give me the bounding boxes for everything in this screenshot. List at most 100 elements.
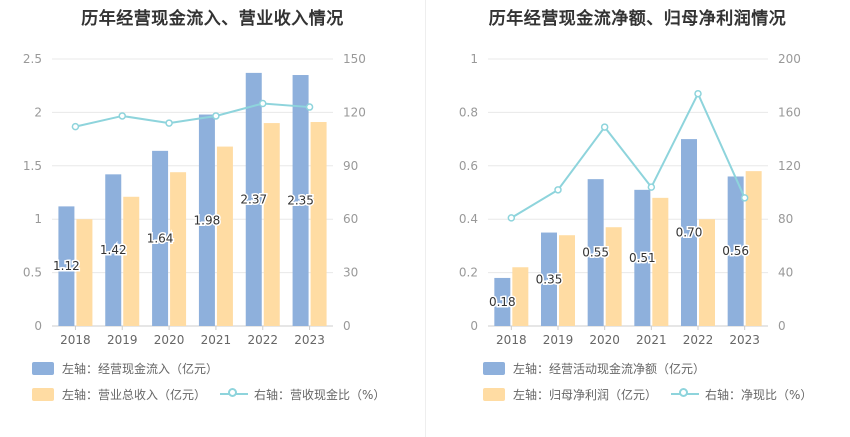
bar-0-primary [292, 75, 309, 327]
y-left-tick-label: 1 [34, 212, 42, 226]
legend-item-net-cash-ratio[interactable]: 右轴：净现比（%） [671, 386, 812, 403]
bar-1-primary [541, 232, 557, 326]
ratio-point [554, 186, 562, 194]
y-right-tick-label: 120 [343, 105, 366, 119]
bar-data-label: 0.51 [629, 251, 656, 265]
y-left-tick-label: 0.6 [459, 159, 478, 173]
bar-1-secondary [745, 171, 762, 326]
x-tick-label: 2019 [543, 333, 574, 347]
legend-item-net-cash-flow[interactable]: 左轴：经营活动现金流净额（亿元） [483, 360, 705, 377]
legend-label: 右轴：净现比（%） [705, 387, 813, 402]
ratio-point [118, 112, 126, 120]
y-right-tick-label: 80 [778, 212, 793, 226]
y-left-tick-label: 0.2 [459, 266, 478, 280]
legend-swatch-bar [483, 361, 505, 375]
x-tick-label: 2020 [154, 333, 185, 347]
bar-1-primary [634, 189, 651, 326]
bar-data-label: 0.35 [536, 272, 563, 286]
y-right-tick-label: 0 [343, 319, 351, 333]
bar-0-primary [245, 72, 262, 326]
ratio-point [647, 183, 656, 191]
bar-data-label: 1.12 [53, 259, 80, 273]
panel-divider [425, 0, 426, 437]
legend-line-marker-icon [671, 387, 700, 401]
bar-1-secondary [605, 227, 622, 326]
bar-0-primary [105, 174, 122, 326]
legend-label: 右轴：营收现金比（%） [254, 387, 386, 402]
x-tick-label: 2022 [247, 333, 278, 347]
ratio-line [75, 102, 310, 128]
legend-label: 左轴：归母净利润（亿元） [513, 387, 658, 402]
ratio-point [507, 214, 516, 222]
ratio-point [600, 123, 609, 131]
chart-legend: 左轴：经营活动现金流净额（亿元） 左轴：归母净利润（亿元） 右轴：净现比（%） [483, 358, 850, 410]
x-tick-label: 2022 [683, 333, 714, 347]
legend-swatch-bar [32, 387, 54, 401]
bar-0-primary [198, 114, 215, 326]
legend-item-revenue[interactable]: 左轴：营业总收入（亿元） [32, 386, 206, 403]
bar-1-secondary [699, 219, 715, 326]
ratio-line [510, 91, 746, 219]
legend-swatch-bar [483, 387, 505, 401]
bar-0-secondary [216, 146, 233, 326]
bar-data-label: 0.18 [489, 295, 516, 309]
bar-data-label: 1.98 [194, 213, 221, 227]
y-left-tick-label: 1.5 [23, 159, 42, 173]
ratio-point [165, 119, 173, 127]
cash-inflow-revenue-chart: 历年经营现金流入、营业收入情况 0 0 0.5 30 1 60 1.5 90 2 120 2.5 15… [23, 9, 386, 403]
y-right-tick-label: 200 [778, 52, 801, 66]
bar-1-primary [727, 176, 744, 326]
bar-data-label: 2.37 [240, 192, 267, 206]
x-tick-label: 2018 [60, 333, 91, 347]
net-cash-profit-plot: 0 0 0.2 40 0.4 80 0.6 120 0.8 160 1 200 2018 2019 2020… [459, 52, 801, 347]
y-right-tick-label: 60 [343, 212, 358, 226]
y-right-tick-label: 150 [343, 52, 366, 66]
legend-label: 左轴：营业总收入（亿元） [62, 387, 207, 402]
legend-item-cash-inflow[interactable]: 左轴：经营现金流入（亿元） [32, 360, 218, 377]
bar-0-secondary [76, 219, 93, 326]
bar-data-label: 0.56 [722, 244, 749, 258]
bar-data-label: 0.55 [582, 246, 609, 260]
bar-1-secondary [512, 267, 529, 326]
bar-data-label: 1.64 [147, 231, 174, 245]
ratio-point [212, 112, 220, 120]
y-right-tick-label: 90 [343, 159, 358, 173]
legend-item-net-profit[interactable]: 左轴：归母净利润（亿元） [483, 386, 657, 403]
net-cash-profit-chart: 历年经营现金流净额、归母净利润情况 0 0 0.2 40 0.4 80 0.6 120 0.8 1… [425, 0, 850, 437]
bar-data-label: 2.35 [287, 194, 314, 208]
legend-line-marker-icon [220, 387, 249, 401]
chart-title: 历年经营现金流净额、归母净利润情况 [488, 9, 787, 29]
y-right-tick-label: 120 [778, 159, 801, 173]
x-tick-label: 2023 [294, 333, 325, 347]
y-left-tick-label: 0 [34, 319, 42, 333]
y-left-tick-label: 2.5 [23, 52, 42, 66]
y-left-tick-label: 1 [470, 52, 478, 66]
ratio-point [259, 99, 267, 108]
ratio-point [305, 103, 314, 111]
x-tick-label: 2018 [496, 333, 527, 347]
y-left-tick-label: 0.5 [23, 266, 42, 280]
bar-data-label: 0.70 [676, 226, 703, 240]
legend-swatch-bar [32, 361, 54, 375]
chart-title: 历年经营现金流入、营业收入情况 [81, 9, 344, 29]
x-tick-label: 2023 [729, 333, 760, 347]
bar-1-secondary [559, 235, 575, 326]
bar-1-primary [494, 277, 511, 326]
x-tick-label: 2019 [107, 333, 138, 347]
y-left-tick-label: 0.4 [459, 212, 478, 226]
legend-label: 左轴：经营现金流入（亿元） [62, 361, 219, 376]
y-right-tick-label: 160 [778, 105, 801, 119]
bar-0-secondary [310, 122, 327, 327]
bar-0-secondary [123, 196, 140, 326]
ratio-point [740, 194, 749, 202]
y-right-tick-label: 40 [778, 266, 793, 280]
cash-inflow-revenue-plot: 0 0 0.5 30 1 60 1.5 90 2 120 2.5 150 2018 2019 2020 202… [23, 52, 366, 347]
bar-1-primary [681, 139, 697, 326]
x-tick-label: 2021 [201, 333, 232, 347]
y-right-tick-label: 30 [343, 266, 358, 280]
bar-0-secondary [263, 123, 280, 326]
bar-data-label: 1.42 [100, 243, 127, 257]
y-right-tick-label: 0 [778, 319, 786, 333]
y-left-tick-label: 2 [34, 105, 42, 119]
legend-item-cash-ratio[interactable]: 右轴：营收现金比（%） [220, 386, 385, 403]
